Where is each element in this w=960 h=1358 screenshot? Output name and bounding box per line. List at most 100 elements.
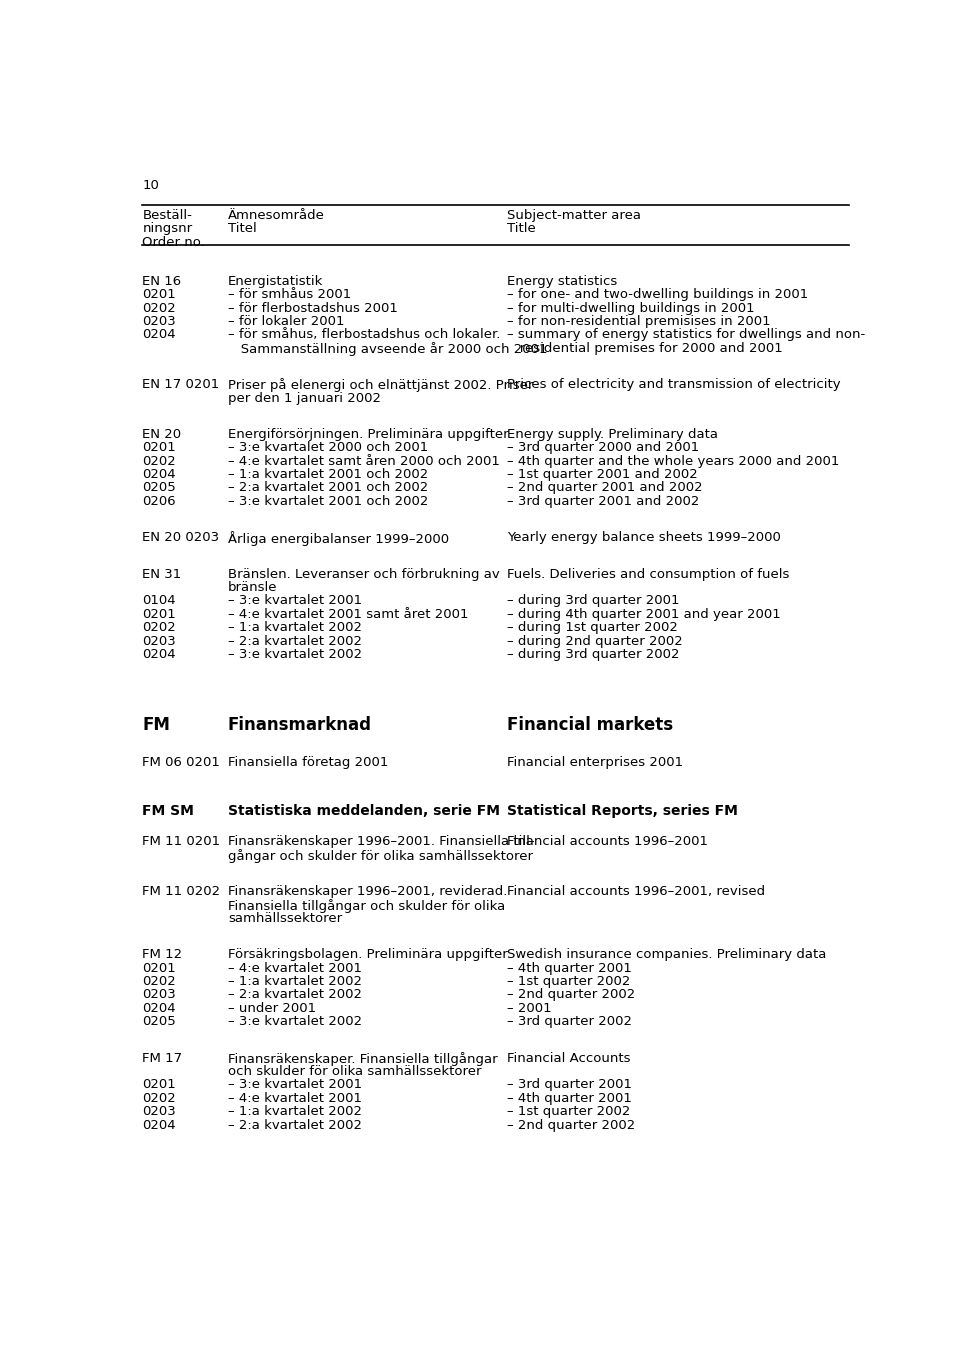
Text: per den 1 januari 2002: per den 1 januari 2002 xyxy=(228,391,381,405)
Text: 0206: 0206 xyxy=(142,494,176,508)
Text: – 3:e kvartalet 2000 och 2001: – 3:e kvartalet 2000 och 2001 xyxy=(228,441,428,455)
Text: – 2nd quarter 2002: – 2nd quarter 2002 xyxy=(507,1119,636,1131)
Text: Finansräkenskaper. Finansiella tillgångar: Finansräkenskaper. Finansiella tillgånga… xyxy=(228,1051,497,1066)
Text: – 3:e kvartalet 2002: – 3:e kvartalet 2002 xyxy=(228,648,362,661)
Text: – for one- and two-dwelling buildings in 2001: – for one- and two-dwelling buildings in… xyxy=(507,288,808,301)
Text: 0204: 0204 xyxy=(142,1002,176,1014)
Text: Financial enterprises 2001: Financial enterprises 2001 xyxy=(507,756,683,769)
Text: Finansräkenskaper 1996–2001. Finansiella till-: Finansräkenskaper 1996–2001. Finansiella… xyxy=(228,835,535,849)
Text: – 1:a kvartalet 2002: – 1:a kvartalet 2002 xyxy=(228,621,362,634)
Text: Beställ-: Beställ- xyxy=(142,209,192,221)
Text: – 3:e kvartalet 2001: – 3:e kvartalet 2001 xyxy=(228,595,362,607)
Text: – for multi-dwelling buildings in 2001: – for multi-dwelling buildings in 2001 xyxy=(507,301,755,315)
Text: Statistical Reports, series FM: Statistical Reports, series FM xyxy=(507,804,737,818)
Text: Energy supply. Preliminary data: Energy supply. Preliminary data xyxy=(507,428,718,441)
Text: – 2:a kvartalet 2002: – 2:a kvartalet 2002 xyxy=(228,989,362,1001)
Text: 0202: 0202 xyxy=(142,975,176,989)
Text: – 2nd quarter 2002: – 2nd quarter 2002 xyxy=(507,989,636,1001)
Text: FM 11 0202: FM 11 0202 xyxy=(142,885,221,898)
Text: – 3rd quarter 2001 and 2002: – 3rd quarter 2001 and 2002 xyxy=(507,494,699,508)
Text: Title: Title xyxy=(507,223,536,235)
Text: – 3:e kvartalet 2001: – 3:e kvartalet 2001 xyxy=(228,1078,362,1092)
Text: 0205: 0205 xyxy=(142,1016,176,1028)
Text: – 2:a kvartalet 2002: – 2:a kvartalet 2002 xyxy=(228,1119,362,1131)
Text: 0203: 0203 xyxy=(142,989,176,1001)
Text: Energy statistics: Energy statistics xyxy=(507,274,617,288)
Text: – 1:a kvartalet 2002: – 1:a kvartalet 2002 xyxy=(228,1105,362,1118)
Text: 0202: 0202 xyxy=(142,1092,176,1105)
Text: ningsnr: ningsnr xyxy=(142,223,192,235)
Text: – 4th quarter 2001: – 4th quarter 2001 xyxy=(507,961,632,975)
Text: 0201: 0201 xyxy=(142,608,176,621)
Text: EN 20: EN 20 xyxy=(142,428,181,441)
Text: 0201: 0201 xyxy=(142,288,176,301)
Text: 0203: 0203 xyxy=(142,315,176,329)
Text: Försäkringsbolagen. Preliminära uppgifter: Försäkringsbolagen. Preliminära uppgifte… xyxy=(228,948,508,961)
Text: – 3:e kvartalet 2001 och 2002: – 3:e kvartalet 2001 och 2002 xyxy=(228,494,428,508)
Text: 0202: 0202 xyxy=(142,301,176,315)
Text: – during 3rd quarter 2002: – during 3rd quarter 2002 xyxy=(507,648,680,661)
Text: Sammanställning avseende år 2000 och 2001: Sammanställning avseende år 2000 och 200… xyxy=(228,342,547,356)
Text: bränsle: bränsle xyxy=(228,581,277,593)
Text: 0104: 0104 xyxy=(142,595,176,607)
Text: – 4:e kvartalet samt åren 2000 och 2001: – 4:e kvartalet samt åren 2000 och 2001 xyxy=(228,455,500,467)
Text: – during 4th quarter 2001 and year 2001: – during 4th quarter 2001 and year 2001 xyxy=(507,608,780,621)
Text: – during 3rd quarter 2001: – during 3rd quarter 2001 xyxy=(507,595,680,607)
Text: 10: 10 xyxy=(142,179,159,191)
Text: Financial accounts 1996–2001, revised: Financial accounts 1996–2001, revised xyxy=(507,885,765,898)
Text: – 4th quarter 2001: – 4th quarter 2001 xyxy=(507,1092,632,1105)
Text: Yearly energy balance sheets 1999–2000: Yearly energy balance sheets 1999–2000 xyxy=(507,531,780,545)
Text: – summary of energy statistics for dwellings and non-: – summary of energy statistics for dwell… xyxy=(507,329,865,341)
Text: 0204: 0204 xyxy=(142,648,176,661)
Text: FM 06 0201: FM 06 0201 xyxy=(142,756,220,769)
Text: – during 2nd quarter 2002: – during 2nd quarter 2002 xyxy=(507,634,683,648)
Text: – 1st quarter 2002: – 1st quarter 2002 xyxy=(507,975,631,989)
Text: residential premises for 2000 and 2001: residential premises for 2000 and 2001 xyxy=(507,342,782,354)
Text: 0204: 0204 xyxy=(142,469,176,481)
Text: – 4:e kvartalet 2001: – 4:e kvartalet 2001 xyxy=(228,961,362,975)
Text: – 3rd quarter 2002: – 3rd quarter 2002 xyxy=(507,1016,632,1028)
Text: – for non-residential premisises in 2001: – for non-residential premisises in 2001 xyxy=(507,315,771,329)
Text: 0202: 0202 xyxy=(142,621,176,634)
Text: EN 17 0201: EN 17 0201 xyxy=(142,378,220,391)
Text: 0201: 0201 xyxy=(142,441,176,455)
Text: – 2001: – 2001 xyxy=(507,1002,551,1014)
Text: samhällssektorer: samhällssektorer xyxy=(228,913,342,925)
Text: – 4:e kvartalet 2001 samt året 2001: – 4:e kvartalet 2001 samt året 2001 xyxy=(228,608,468,621)
Text: Order no.: Order no. xyxy=(142,235,205,249)
Text: FM 11 0201: FM 11 0201 xyxy=(142,835,221,849)
Text: EN 31: EN 31 xyxy=(142,568,181,581)
Text: – 3rd quarter 2000 and 2001: – 3rd quarter 2000 and 2001 xyxy=(507,441,699,455)
Text: Swedish insurance companies. Preliminary data: Swedish insurance companies. Preliminary… xyxy=(507,948,827,961)
Text: – 4th quarter and the whole years 2000 and 2001: – 4th quarter and the whole years 2000 a… xyxy=(507,455,839,467)
Text: – för småhus, flerbostadshus och lokaler.: – för småhus, flerbostadshus och lokaler… xyxy=(228,329,500,341)
Text: Finansiella företag 2001: Finansiella företag 2001 xyxy=(228,756,388,769)
Text: – 4:e kvartalet 2001: – 4:e kvartalet 2001 xyxy=(228,1092,362,1105)
Text: – 3rd quarter 2001: – 3rd quarter 2001 xyxy=(507,1078,632,1092)
Text: – för smhåus 2001: – för smhåus 2001 xyxy=(228,288,351,301)
Text: gångar och skulder för olika samhällssektorer: gångar och skulder för olika samhällssek… xyxy=(228,849,533,862)
Text: 0205: 0205 xyxy=(142,482,176,494)
Text: Finansmarknad: Finansmarknad xyxy=(228,716,372,735)
Text: Ämnesområde: Ämnesområde xyxy=(228,209,324,221)
Text: Financial accounts 1996–2001: Financial accounts 1996–2001 xyxy=(507,835,708,849)
Text: 0203: 0203 xyxy=(142,1105,176,1118)
Text: FM: FM xyxy=(142,716,170,735)
Text: FM 17: FM 17 xyxy=(142,1051,182,1065)
Text: 0204: 0204 xyxy=(142,1119,176,1131)
Text: Bränslen. Leveranser och förbrukning av: Bränslen. Leveranser och förbrukning av xyxy=(228,568,499,581)
Text: Financial markets: Financial markets xyxy=(507,716,673,735)
Text: 0202: 0202 xyxy=(142,455,176,467)
Text: – 2:a kvartalet 2001 och 2002: – 2:a kvartalet 2001 och 2002 xyxy=(228,482,428,494)
Text: Finansräkenskaper 1996–2001, reviderad.: Finansräkenskaper 1996–2001, reviderad. xyxy=(228,885,507,898)
Text: 0204: 0204 xyxy=(142,329,176,341)
Text: – 1:a kvartalet 2001 och 2002: – 1:a kvartalet 2001 och 2002 xyxy=(228,469,428,481)
Text: – 2:a kvartalet 2002: – 2:a kvartalet 2002 xyxy=(228,634,362,648)
Text: Energiförsörjningen. Preliminära uppgifter: Energiförsörjningen. Preliminära uppgift… xyxy=(228,428,509,441)
Text: Priser på elenergi och elnättjänst 2002. Priser: Priser på elenergi och elnättjänst 2002.… xyxy=(228,378,533,392)
Text: – 1:a kvartalet 2002: – 1:a kvartalet 2002 xyxy=(228,975,362,989)
Text: Energistatistik: Energistatistik xyxy=(228,274,324,288)
Text: – för lokaler 2001: – för lokaler 2001 xyxy=(228,315,345,329)
Text: 0201: 0201 xyxy=(142,961,176,975)
Text: – för flerbostadshus 2001: – för flerbostadshus 2001 xyxy=(228,301,397,315)
